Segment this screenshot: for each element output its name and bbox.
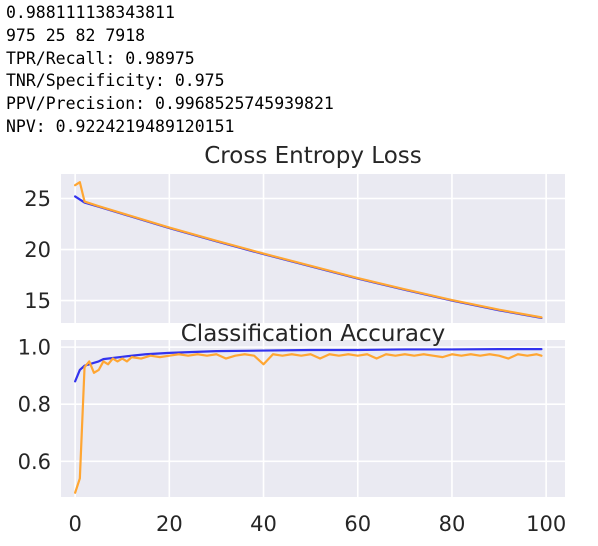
output-line-accuracy: 0.988111138343811: [6, 3, 175, 22]
output-line-recall: TPR/Recall: 0.98975: [6, 48, 195, 68]
accuracy-y-tick-label: 0.8: [18, 393, 51, 417]
accuracy-gridlines: [61, 340, 565, 497]
accuracy-y-tick-label: 1.0: [18, 336, 51, 360]
loss-gridlines: [61, 174, 565, 323]
output-line-npv: NPV: 0.9224219489120151: [6, 116, 235, 136]
accuracy-x-tick-labels: 0 20 40 60 80 100: [68, 512, 566, 536]
accuracy-plot-area: [61, 340, 565, 497]
accuracy-series-orange-line: [74, 353, 543, 494]
loss-chart-title: Cross Entropy Loss: [204, 143, 421, 169]
loss-y-tick-label: 25: [24, 187, 51, 211]
accuracy-x-tick-label: 20: [156, 512, 183, 536]
printed-metrics: 0.988111138343811 975 25 82 7918 TPR/Recal…: [6, 2, 334, 139]
accuracy-y-tick-labels: 0.6 0.8 1.0: [18, 336, 51, 474]
accuracy-chart: 0.6 0.8 1.0 0 20 40 60 80 100: [18, 336, 567, 536]
loss-y-tick-label: 15: [24, 289, 51, 313]
accuracy-series-lines: [74, 348, 543, 494]
loss-series-lines: [74, 181, 543, 319]
accuracy-x-tick-label: 80: [439, 512, 466, 536]
accuracy-x-tick-label: 0: [68, 512, 81, 536]
accuracy-y-tick-label: 0.6: [18, 450, 51, 474]
accuracy-x-tick-label: 60: [344, 512, 371, 536]
accuracy-x-tick-label: 100: [526, 512, 566, 536]
output-line-precision: PPV/Precision: 0.9968525745939821: [6, 94, 334, 114]
accuracy-x-tick-label: 40: [250, 512, 277, 536]
accuracy-chart-title: Classification Accuracy: [181, 321, 446, 347]
loss-series-orange-line: [74, 181, 543, 319]
loss-y-tick-label: 20: [24, 238, 51, 262]
output-line-specificity: TNR/Specificity: 0.975: [6, 71, 225, 91]
loss-y-tick-labels: 15 20 25: [24, 187, 51, 313]
output-line-confusion-counts: 975 25 82 7918: [6, 25, 146, 45]
